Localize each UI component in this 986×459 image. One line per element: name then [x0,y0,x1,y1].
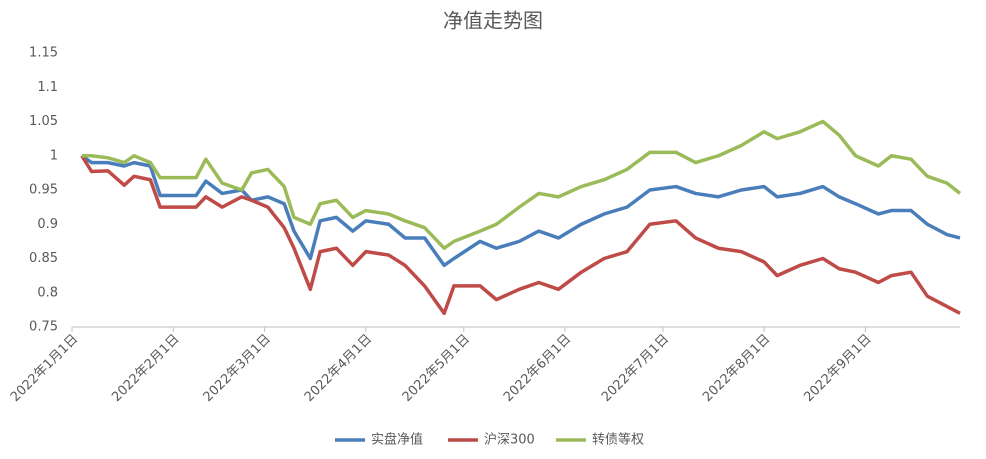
y-tick-label: 0.85 [29,251,58,266]
x-tick-label: 2022年6月1日 [501,332,574,405]
x-tick-label: 2022年4月1日 [302,332,375,405]
y-tick-label: 0.95 [29,183,58,198]
x-tick-label: 2022年5月1日 [400,332,473,405]
x-tick-label: 2022年9月1日 [801,332,874,405]
x-tick-label: 2022年8月1日 [700,332,773,405]
x-tick-label: 2022年1月1日 [8,332,81,405]
y-tick-label: 1.1 [37,80,58,95]
y-tick-label: 0.75 [29,320,58,335]
y-tick-label: 0.9 [37,217,58,232]
legend-label: 实盘净值 [371,432,423,448]
x-tick-label: 2022年7月1日 [599,332,672,405]
y-tick-label: 1 [50,148,58,163]
x-tick-label: 2022年3月1日 [201,332,274,405]
legend-label: 转债等权 [592,432,644,448]
y-tick-label: 0.8 [37,285,58,300]
y-tick-label: 1.05 [29,114,58,129]
line-series [80,154,961,268]
x-tick-label: 2022年2月1日 [109,332,182,405]
line-series [81,119,962,250]
y-tick-label: 1.15 [29,46,58,61]
chart-title: 净值走势图 [443,9,543,33]
legend-label: 沪深300 [484,432,535,448]
line-series [80,154,961,316]
